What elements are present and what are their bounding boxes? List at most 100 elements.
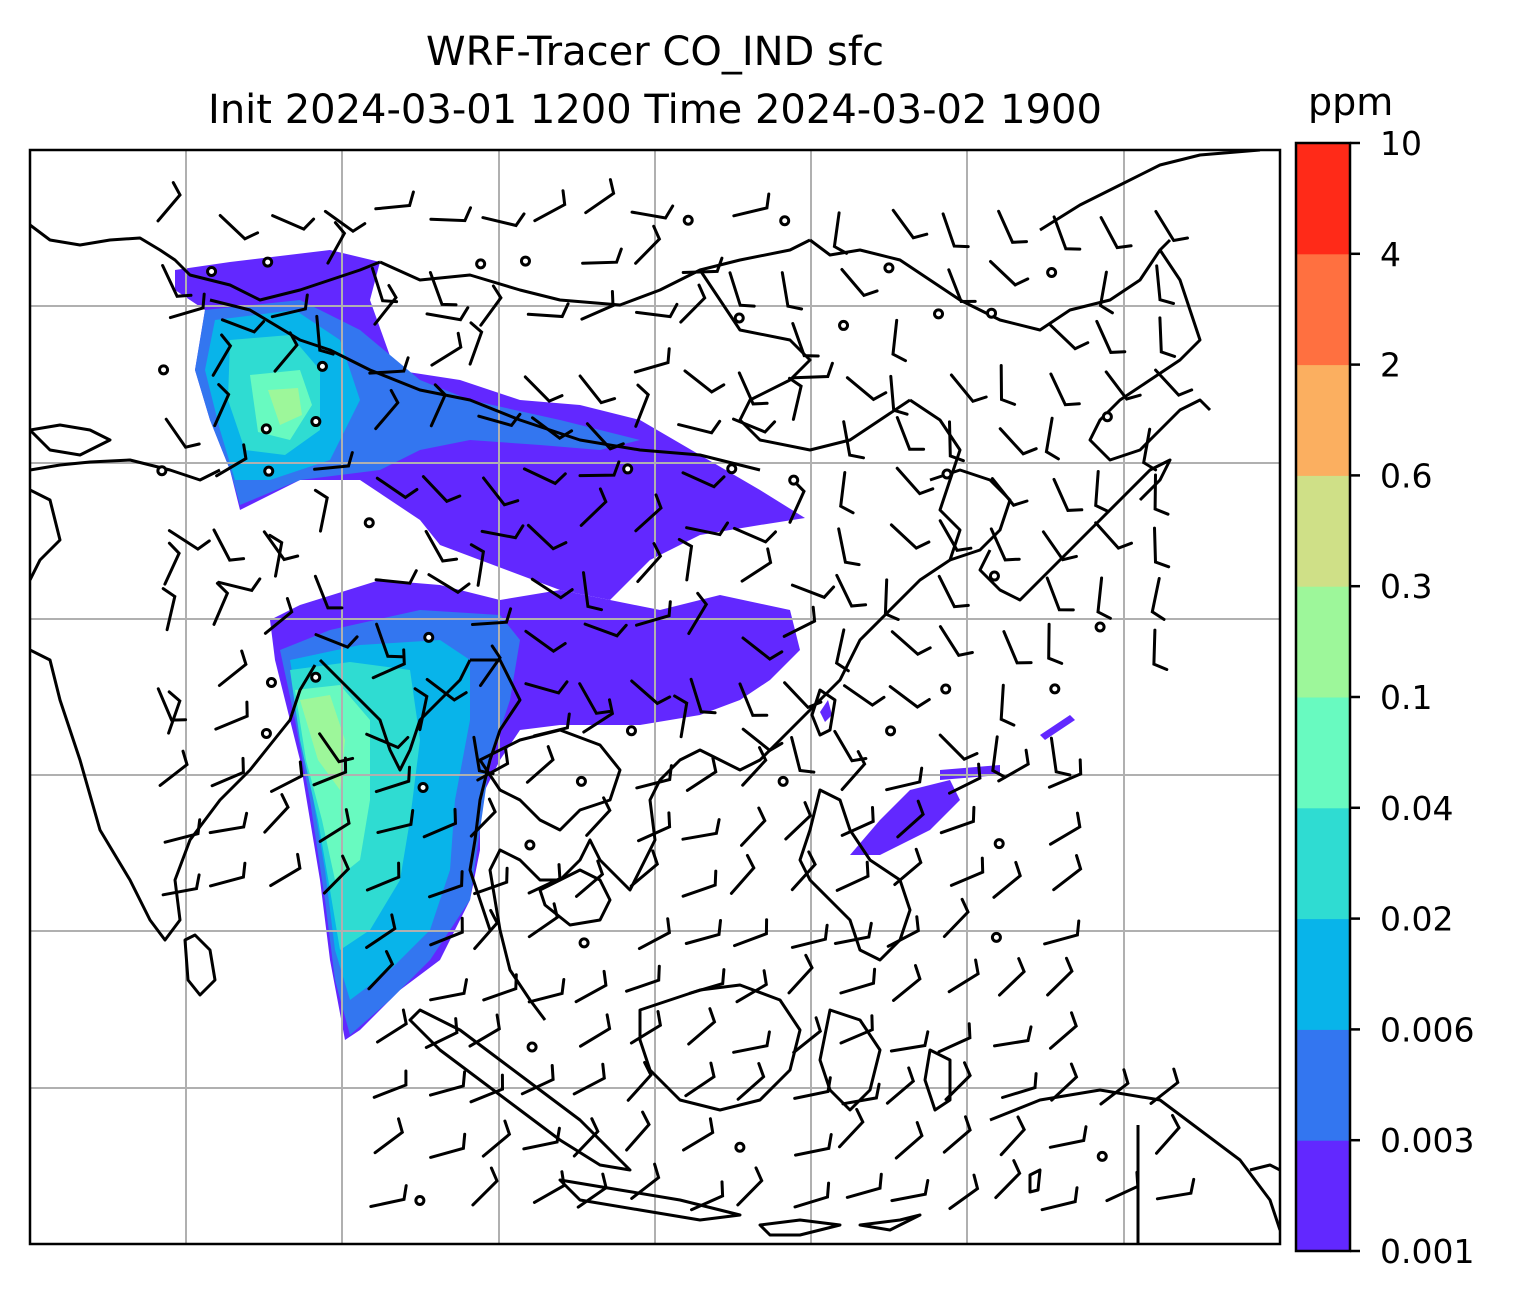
calm-wind-marker [733,312,745,324]
colorbar-segment [1296,1029,1350,1141]
wind-barb [526,302,570,319]
calm-wind-marker [263,465,275,477]
wind-barb [365,861,401,892]
wind-barb [790,583,836,600]
wind-barb [634,493,663,533]
wind-barb [1049,736,1072,777]
wind-barb [526,523,568,551]
wind-barb [522,1126,561,1151]
wind-barb [314,633,359,649]
wind-barb [578,374,617,405]
wind-barb [999,364,1017,406]
wind-barb [998,957,1026,997]
wind-barb [728,271,756,308]
wind-barb [732,526,777,544]
wind-barb [1150,577,1166,621]
wind-barb [429,206,472,223]
wind-barb [839,471,855,515]
wind-barb [1099,1068,1130,1106]
wind-barb [480,524,525,540]
wind-barb [626,1061,653,1102]
wind-barb [572,1062,606,1096]
wind-barb [428,271,458,307]
wind-barb [989,527,1021,562]
calm-wind-marker [885,725,897,737]
wind-barb [263,597,294,635]
calm-wind-marker [206,265,218,277]
wind-barb [791,322,820,358]
wind-barb [471,1166,499,1207]
gridlines [30,150,1280,1244]
colorbar-tick-label: 0.3 [1380,567,1432,606]
wind-barb [524,629,567,654]
wind-barb [527,863,562,895]
wind-barb [737,371,769,406]
wind-barb [367,950,395,991]
wind-barb [210,756,245,788]
wind-barb [732,192,771,218]
wind-barb [733,918,769,948]
wind-barb [991,735,1007,779]
calm-wind-marker [838,319,850,331]
calm-wind-marker [265,677,277,689]
wind-barb [895,416,926,451]
wind-barb [532,1170,566,1204]
wind-barb [424,529,459,563]
wind-barb [684,919,722,945]
wind-barb [683,369,726,394]
calm-wind-marker [158,364,170,376]
wind-barb [313,488,329,533]
colorbar-segment [1296,253,1350,366]
wind-barb [1152,628,1169,671]
wind-barb [840,268,879,298]
colorbar: 0.001 0.003 0.006 0.02 0.04 0.1 0.3 0.6 2 4 10 [1294,124,1474,1271]
wind-barb [997,209,1028,244]
wind-barb [783,681,823,710]
wind-barb [1045,576,1075,612]
wind-barb [834,628,850,673]
wind-barb [893,847,923,886]
wind-barb [580,290,615,321]
wind-barb [681,256,724,274]
colorbar-tick-label: 0.001 [1380,1232,1474,1271]
wind-barb [523,375,564,403]
wind-barb [476,748,510,782]
calm-wind-marker [316,360,328,372]
wind-barb [637,917,672,951]
colorbar-segment [1296,1140,1350,1252]
wind-barb [579,1013,612,1048]
calm-wind-marker [1094,621,1106,633]
wind-barb [690,1180,725,1212]
wind-barb [1094,470,1110,513]
wind-barb [687,1007,717,1046]
wind-barb [481,212,526,228]
wind-barb [736,1062,766,1101]
wind-barb [1094,521,1133,550]
wind-barb [685,521,729,537]
wind-barb [992,860,1022,899]
colorbar-segment [1296,918,1350,1030]
wind-barb [681,869,718,898]
calm-wind-marker [625,725,637,737]
calm-wind-marker [1049,683,1061,695]
calm-wind-marker [310,416,322,428]
wind-barb [787,953,814,995]
wind-barb [218,214,260,241]
wind-barb [428,870,464,899]
wind-barb [990,477,1029,507]
calm-wind-marker [986,307,998,319]
wind-barb [1155,264,1175,305]
calm-wind-marker [475,258,487,270]
calm-wind-marker [1046,267,1058,279]
wind-barb [1105,1170,1140,1203]
wind-barb [790,736,816,774]
wind-barb [845,1172,883,1199]
wind-barb [1046,956,1074,997]
calm-wind-marker [262,256,274,268]
wind-barb [732,1030,771,1054]
wind-barb [792,361,834,380]
wind-barb [885,1066,916,1105]
wind-barb [1048,1125,1088,1149]
calm-wind-marker [779,215,791,227]
wind-barb [427,573,471,595]
